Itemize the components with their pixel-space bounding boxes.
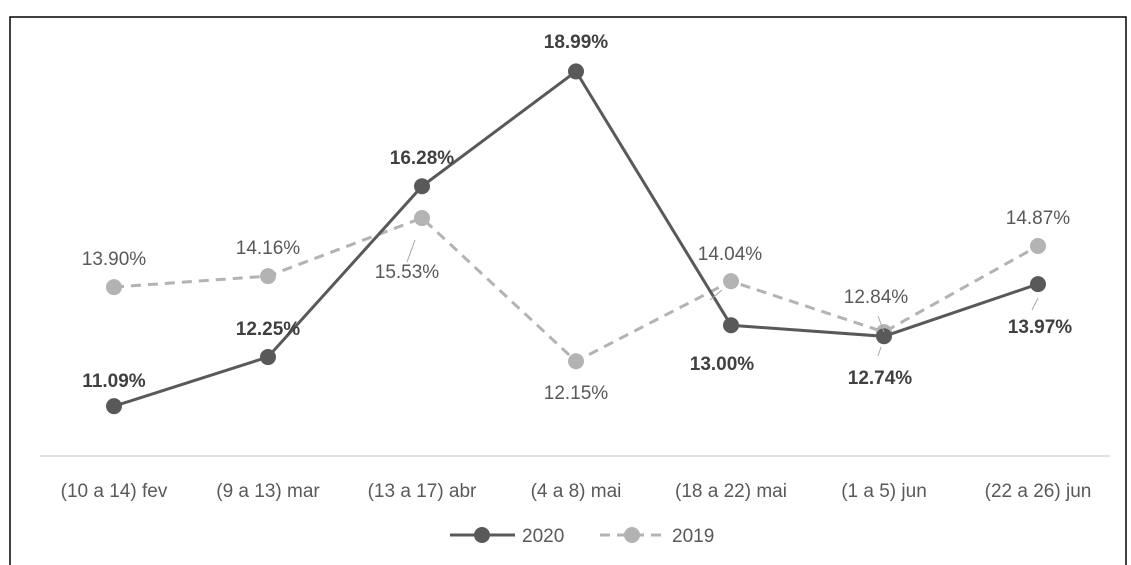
data-point-2019: [260, 268, 276, 285]
data-point-2020: [1030, 276, 1046, 293]
data-labels: 13.90% 14.16% 15.53% 12.15% 14.04% 12.84% 14.8…: [82, 32, 1073, 404]
data-label-2020: 13.00%: [690, 354, 755, 375]
x-tick-label: (4 a 8) mai: [531, 481, 622, 502]
data-label-2020: 13.97%: [1008, 317, 1073, 338]
x-tick-label: (9 a 13) mar: [216, 481, 320, 502]
data-label-2019: 14.87%: [1006, 208, 1071, 229]
legend-label-2019: 2019: [672, 526, 714, 547]
data-label-2020: 11.09%: [82, 371, 145, 392]
data-label-2019: 15.53%: [375, 262, 440, 283]
legend-label-2020: 2020: [522, 526, 564, 547]
legend: 2020 2019: [450, 526, 714, 547]
data-label-2019: 14.16%: [236, 238, 301, 259]
data-point-2019: [568, 353, 584, 370]
data-label-2020: 12.25%: [236, 319, 301, 340]
data-point-2020: [876, 328, 892, 345]
x-tick-label: (22 a 26) jun: [985, 481, 1092, 502]
data-point-2020: [106, 398, 122, 415]
data-point-2019: [723, 273, 739, 290]
label-leader-line: [406, 239, 416, 263]
x-tick-label: (1 a 5) jun: [841, 481, 927, 502]
label-leader-line: [709, 289, 723, 301]
legend-marker-2020: [474, 527, 490, 543]
x-axis-ticks: (10 a 14) fev (9 a 13) mar (13 a 17) abr (4…: [61, 481, 1092, 502]
legend-marker-2019: [624, 527, 640, 543]
label-leader-line: [1031, 297, 1039, 311]
chart-border: [9, 16, 1127, 565]
series-layer: [106, 63, 1046, 415]
data-point-2020: [568, 63, 584, 80]
x-tick-label: (10 a 14) fev: [61, 481, 168, 502]
data-label-2019: 12.15%: [544, 383, 609, 404]
data-point-2019: [1030, 238, 1046, 255]
x-tick-label: (13 a 17) abr: [368, 481, 477, 502]
label-leader-line: [877, 315, 885, 333]
x-tick-label: (18 a 22) mai: [675, 481, 787, 502]
data-label-2020: 12.74%: [848, 368, 913, 389]
data-point-2020: [723, 317, 739, 334]
data-label-2020: 16.28%: [390, 148, 455, 169]
data-point-2019: [414, 210, 430, 227]
label-leader-line: [877, 346, 882, 357]
data-point-2020: [260, 349, 276, 366]
data-label-2019: 13.90%: [82, 249, 147, 270]
data-label-2019: 14.04%: [698, 244, 763, 265]
data-label-2019: 12.84%: [844, 287, 909, 308]
data-label-2020: 18.99%: [544, 32, 609, 53]
data-point-2019: [106, 279, 122, 296]
data-point-2020: [414, 178, 430, 195]
